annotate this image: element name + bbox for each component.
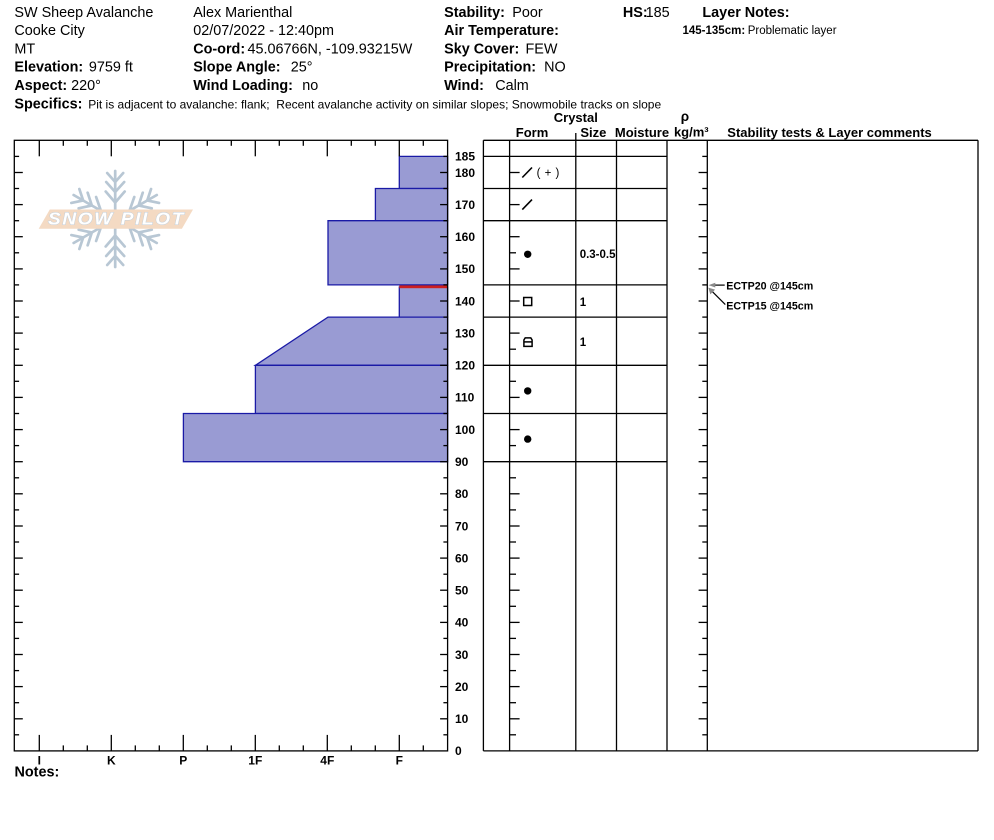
svg-text:60: 60 — [455, 551, 469, 565]
svg-text:FEW: FEW — [526, 41, 558, 57]
svg-text:Poor: Poor — [512, 5, 543, 21]
svg-text:110: 110 — [455, 391, 475, 405]
svg-text:SNOW PILOT: SNOW PILOT — [48, 209, 185, 229]
svg-text:150: 150 — [455, 262, 475, 276]
svg-text:MT: MT — [14, 41, 35, 57]
svg-text:120: 120 — [455, 359, 475, 373]
svg-text:Notes:: Notes: — [15, 765, 60, 781]
svg-text:Air Temperature:: Air Temperature: — [444, 23, 559, 39]
svg-text:Problematic layer: Problematic layer — [748, 25, 837, 37]
svg-text:P: P — [179, 754, 187, 768]
svg-text:30: 30 — [455, 648, 469, 662]
svg-text:1F: 1F — [248, 754, 262, 768]
svg-text:50: 50 — [455, 584, 469, 598]
svg-text:160: 160 — [455, 230, 475, 244]
svg-text:0: 0 — [455, 744, 462, 758]
svg-text:220°: 220° — [71, 78, 101, 94]
svg-text:Aspect:: Aspect: — [14, 78, 67, 94]
svg-text:kg/m³: kg/m³ — [674, 125, 709, 140]
svg-text:Pit is adjacent to avalanche:: Pit is adjacent to avalanche: flank; Rec… — [88, 97, 661, 111]
svg-text:Elevation:: Elevation: — [14, 60, 83, 76]
svg-text:90: 90 — [455, 455, 469, 469]
svg-text:Slope Angle:: Slope Angle: — [193, 60, 280, 76]
svg-text:20: 20 — [455, 680, 469, 694]
svg-text:40: 40 — [455, 616, 469, 630]
svg-text:70: 70 — [455, 519, 469, 533]
svg-text:80: 80 — [455, 487, 469, 501]
svg-text:170: 170 — [455, 198, 475, 212]
svg-text:145-135cm:: 145-135cm: — [683, 25, 746, 37]
svg-text:Cooke City: Cooke City — [14, 23, 85, 39]
svg-text:no: no — [302, 78, 318, 94]
svg-text:185: 185 — [646, 5, 670, 21]
svg-text:Stability:: Stability: — [444, 5, 505, 21]
svg-text:02/07/2022 - 12:40pm: 02/07/2022 - 12:40pm — [193, 23, 334, 39]
svg-text:NO: NO — [544, 60, 566, 76]
svg-text:100: 100 — [455, 423, 475, 437]
svg-text:F: F — [396, 754, 403, 768]
svg-text:25°: 25° — [291, 60, 313, 76]
svg-text:185: 185 — [455, 150, 475, 164]
svg-text:ρ: ρ — [681, 109, 689, 124]
svg-text:Calm: Calm — [495, 78, 529, 94]
svg-text:45.06766N, -109.93215W: 45.06766N, -109.93215W — [248, 41, 413, 57]
svg-text:Layer Notes:: Layer Notes: — [702, 5, 789, 21]
svg-text:Co-ord:: Co-ord: — [193, 41, 245, 57]
svg-text:130: 130 — [455, 326, 475, 340]
svg-text:Sky Cover:: Sky Cover: — [444, 41, 519, 57]
svg-text:10: 10 — [455, 712, 469, 726]
svg-text:1: 1 — [580, 297, 587, 309]
svg-text:ECTP20 @145cm: ECTP20 @145cm — [726, 281, 813, 293]
svg-text:Specifics:: Specifics: — [14, 96, 82, 112]
svg-text:1: 1 — [580, 337, 587, 349]
svg-text:Wind Loading:: Wind Loading: — [193, 78, 293, 94]
svg-text:Form: Form — [516, 125, 549, 140]
svg-text:SW Sheep Avalanche: SW Sheep Avalanche — [14, 5, 153, 21]
svg-text:Moisture: Moisture — [615, 125, 669, 140]
svg-text:HS:: HS: — [623, 5, 648, 21]
svg-text:Alex Marienthal: Alex Marienthal — [193, 5, 292, 21]
svg-text:4F: 4F — [320, 754, 334, 768]
svg-text:Precipitation:: Precipitation: — [444, 60, 536, 76]
svg-text:ECTP15 @145cm: ECTP15 @145cm — [726, 301, 813, 313]
svg-text:9759 ft: 9759 ft — [89, 60, 133, 76]
svg-text:( + ): ( + ) — [537, 168, 560, 180]
svg-text:180: 180 — [455, 166, 475, 180]
svg-text:Wind:: Wind: — [444, 78, 484, 94]
svg-text:Crystal: Crystal — [554, 110, 598, 125]
svg-text:Stability tests & Layer commen: Stability tests & Layer comments — [727, 125, 931, 140]
svg-text:0.3-0.5: 0.3-0.5 — [580, 249, 616, 261]
svg-text:I: I — [38, 754, 41, 768]
svg-text:K: K — [107, 754, 116, 768]
svg-text:Size: Size — [580, 125, 606, 140]
svg-text:140: 140 — [455, 294, 475, 308]
